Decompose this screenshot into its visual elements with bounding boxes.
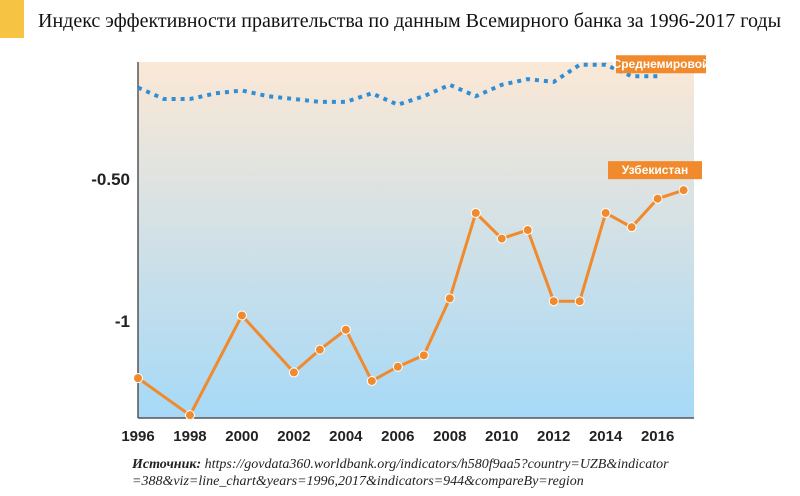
data-point	[678, 185, 689, 196]
x-tick-label: 1998	[173, 428, 206, 445]
x-tick-label: 2010	[485, 428, 518, 445]
legend-text: Узбекистан	[622, 163, 688, 177]
data-point	[418, 350, 429, 361]
chart-title: Индекс эффективности правительства по да…	[38, 10, 782, 32]
source-label: Источник:	[132, 457, 202, 472]
data-point	[133, 373, 143, 384]
source-note: Источник: https://govdata360.worldbank.o…	[132, 456, 772, 490]
data-point	[626, 222, 637, 233]
data-point	[392, 361, 403, 372]
legend-label-0: Среднемировой	[613, 55, 710, 74]
source-url-line2: =388&viz=line_chart&years=1996,2017&indi…	[132, 474, 584, 489]
plot-area	[138, 62, 694, 418]
data-point	[340, 324, 351, 335]
y-tick-label: -1	[115, 312, 130, 331]
line-chart: 1996 1998 2000 2002 2004 2006 2008 2010 2012 2014…	[91, 55, 710, 445]
source-url-line1: https://govdata360.worldbank.org/indicat…	[204, 457, 669, 472]
x-tick-label: 2002	[277, 428, 310, 445]
legend-label-1: Узбекистан	[608, 161, 702, 180]
data-point	[652, 193, 663, 204]
legend-badge	[616, 55, 706, 74]
data-point	[366, 375, 377, 386]
data-point	[314, 344, 325, 355]
x-tick-label: 2014	[589, 428, 623, 445]
series-line-world	[137, 62, 658, 107]
x-tick-label: 2000	[225, 428, 258, 445]
data-point	[288, 367, 299, 378]
x-tick-label: 2006	[381, 428, 414, 445]
x-tick-label: 2004	[329, 428, 363, 445]
data-point	[470, 207, 481, 218]
data-point	[444, 293, 455, 304]
data-point	[600, 207, 611, 218]
data-point	[184, 410, 195, 421]
x-tick-label: 2008	[433, 428, 466, 445]
data-point	[548, 296, 559, 307]
y-tick-label: -0.50	[91, 170, 130, 189]
data-point	[522, 225, 533, 236]
accent-block	[0, 0, 24, 38]
x-tick-label: 2012	[537, 428, 570, 445]
data-point	[574, 296, 585, 307]
legend-text: Среднемировой	[613, 57, 710, 71]
x-tick-label: 2016	[641, 428, 674, 445]
data-point	[236, 310, 247, 321]
x-tick-label: 1996	[121, 428, 154, 445]
legend-badge	[608, 161, 702, 180]
data-point	[496, 233, 507, 244]
